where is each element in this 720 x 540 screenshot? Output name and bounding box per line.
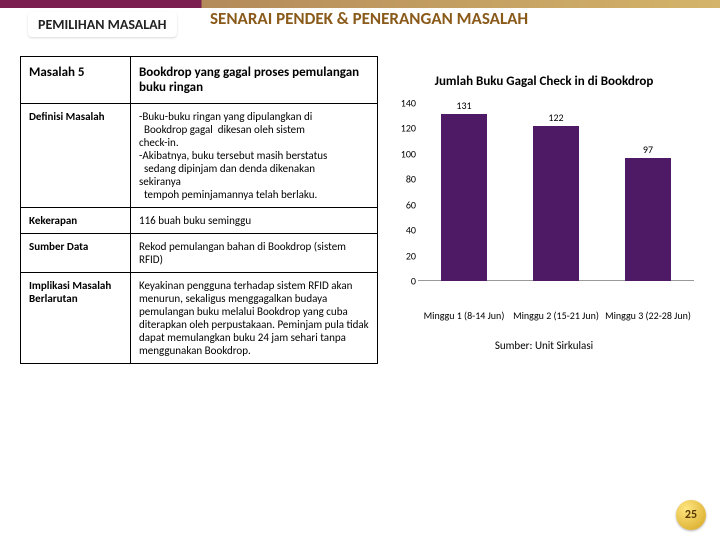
table-row: Implikasi Masalah Berlarutan Keyakinan p…	[21, 273, 378, 364]
cell-implikasi-value: Keyakinan pengguna terhadap sistem RFID …	[131, 273, 378, 364]
cell-kekerapan-value: 116 buah buku seminggu	[131, 208, 378, 234]
page-title: SENARAI PENDEK & PENERANGAN MASALAH	[210, 8, 528, 29]
chart-bar-value-label: 97	[643, 143, 653, 156]
section-tab: PEMILIHAN MASALAH	[28, 12, 177, 37]
chart-bar-group: 122	[510, 111, 601, 281]
chart-y-tick: 40	[390, 224, 416, 237]
chart-y-tick: 60	[390, 198, 416, 211]
table-row: Masalah 5 Bookdrop yang gagal proses pem…	[21, 57, 378, 104]
table-row: Sumber Data Rekod pemulangan bahan di Bo…	[21, 234, 378, 273]
cell-masalah-id: Masalah 5	[21, 57, 131, 104]
chart-source: Sumber: Unit Sirkulasi	[388, 339, 700, 352]
chart-x-tick: Minggu 1 (8-14 Jun)	[418, 310, 509, 321]
cell-kekerapan-label: Kekerapan	[21, 208, 131, 234]
chart-panel: Jumlah Buku Gagal Check in di Bookdrop 0…	[388, 56, 700, 530]
chart-bar-group: 131	[418, 99, 509, 281]
chart-bar	[441, 114, 487, 281]
chart-bar	[625, 158, 671, 281]
chart-bar-value-label: 131	[456, 99, 471, 112]
chart-y-tick: 140	[390, 97, 416, 110]
chart-bars: 13112297	[418, 103, 694, 281]
chart-y-tick: 100	[390, 147, 416, 160]
chart-x-tick: Minggu 3 (22-28 Jun)	[602, 310, 693, 321]
cell-definisi-value: -Buku-buku ringan yang dipulangkan di Bo…	[131, 104, 378, 208]
cell-sumber-label: Sumber Data	[21, 234, 131, 273]
cell-implikasi-label: Implikasi Masalah Berlarutan	[21, 273, 131, 364]
table-row: Kekerapan 116 buah buku seminggu	[21, 208, 378, 234]
chart-bar	[533, 126, 579, 281]
bar-chart: 020406080100120140 13112297 Minggu 1 (8-…	[418, 103, 694, 303]
chart-bar-group: 97	[602, 143, 693, 281]
chart-x-labels: Minggu 1 (8-14 Jun)Minggu 2 (15-21 Jun)M…	[418, 310, 694, 321]
info-table-panel: Masalah 5 Bookdrop yang gagal proses pem…	[20, 56, 378, 530]
chart-y-tick: 80	[390, 173, 416, 186]
content-area: Masalah 5 Bookdrop yang gagal proses pem…	[20, 56, 700, 530]
chart-bar-value-label: 122	[548, 111, 563, 124]
decorative-top-stripe	[0, 0, 720, 8]
info-table: Masalah 5 Bookdrop yang gagal proses pem…	[20, 56, 378, 364]
chart-y-tick: 0	[390, 275, 416, 288]
cell-definisi-label: Definisi Masalah	[21, 104, 131, 208]
chart-y-tick: 20	[390, 249, 416, 262]
page-number-badge: 25	[676, 500, 706, 530]
cell-sumber-value: Rekod pemulangan bahan di Bookdrop (sist…	[131, 234, 378, 273]
chart-y-tick: 120	[390, 122, 416, 135]
table-row: Definisi Masalah -Buku-buku ringan yang …	[21, 104, 378, 208]
cell-masalah-desc: Bookdrop yang gagal proses pemulangan bu…	[131, 57, 378, 104]
chart-title: Jumlah Buku Gagal Check in di Bookdrop	[388, 74, 700, 89]
chart-x-tick: Minggu 2 (15-21 Jun)	[510, 310, 601, 321]
